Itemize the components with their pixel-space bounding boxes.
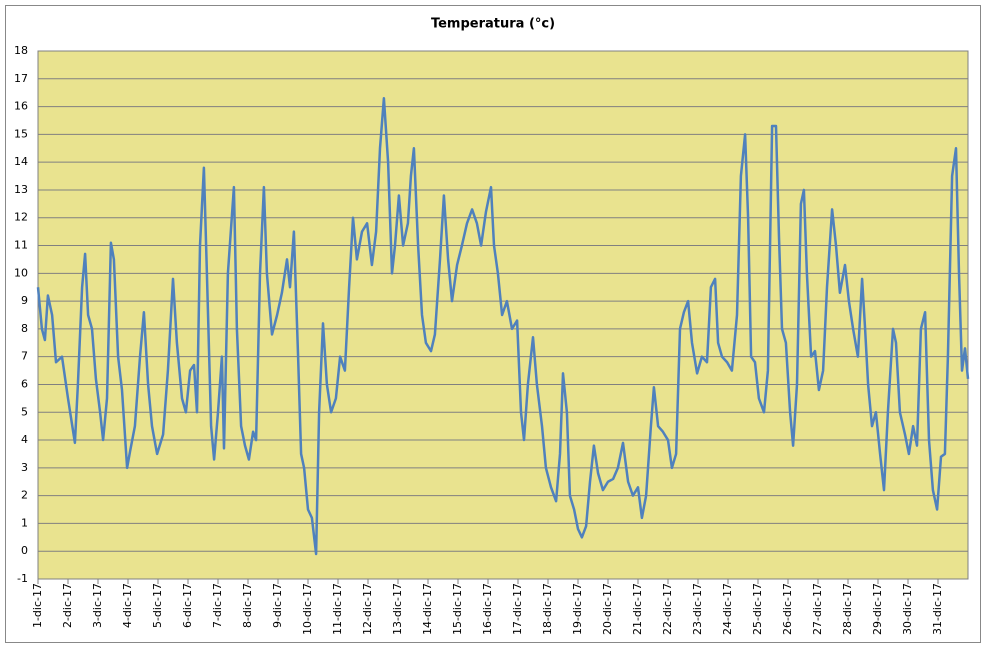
x-tick-label: 1-dic-17 xyxy=(31,583,44,628)
x-tick-label: 16-dic-17 xyxy=(481,583,494,635)
x-tick-label: 28-dic-17 xyxy=(841,583,854,635)
x-tick-label: 11-dic-17 xyxy=(331,583,344,635)
x-tick-label: 8-dic-17 xyxy=(241,583,254,628)
x-tick-label: 5-dic-17 xyxy=(151,583,164,628)
x-tick-label: 9-dic-17 xyxy=(271,583,284,628)
chart-title: Temperatura (°c) xyxy=(431,17,555,32)
x-tick-label: 25-dic-17 xyxy=(751,583,764,635)
x-tick-label: 20-dic-17 xyxy=(601,583,614,635)
y-tick-label: 12 xyxy=(14,211,28,224)
y-tick-label: 0 xyxy=(21,544,28,557)
y-tick-label: 15 xyxy=(14,127,28,140)
series-line xyxy=(36,96,970,556)
x-tick-label: 22-dic-17 xyxy=(661,583,674,635)
y-tick-label: 9 xyxy=(21,294,28,307)
x-tick-label: 26-dic-17 xyxy=(781,583,794,635)
x-tick-label: 15-dic-17 xyxy=(451,583,464,635)
y-tick-label: 5 xyxy=(21,405,28,418)
y-tick-label: -1 xyxy=(17,572,28,585)
x-tick-label: 27-dic-17 xyxy=(811,583,824,635)
x-tick-label: 19-dic-17 xyxy=(571,583,584,635)
y-tick-label: 2 xyxy=(21,489,28,502)
x-tick-label: 29-dic-17 xyxy=(871,583,884,635)
x-tick-label: 21-dic-17 xyxy=(631,583,644,635)
y-tick-label: 13 xyxy=(14,183,28,196)
x-tick-label: 13-dic-17 xyxy=(391,583,404,635)
y-tick-label: 4 xyxy=(21,433,28,446)
y-tick-label: 11 xyxy=(14,239,28,252)
x-tick-label: 30-dic-17 xyxy=(901,583,914,635)
y-tick-label: 18 xyxy=(14,44,28,57)
y-tick-label: 7 xyxy=(21,350,28,363)
y-tick-label: 10 xyxy=(14,266,28,279)
x-tick-label: 14-dic-17 xyxy=(421,583,434,635)
x-tick-label: 24-dic-17 xyxy=(721,583,734,635)
x-tick-label: 10-dic-17 xyxy=(301,583,314,635)
x-tick-label: 18-dic-17 xyxy=(541,583,554,635)
x-tick-label: 3-dic-17 xyxy=(91,583,104,628)
x-tick-label: 2-dic-17 xyxy=(61,583,74,628)
x-tick-label: 31-dic-17 xyxy=(931,583,944,635)
x-tick-label: 6-dic-17 xyxy=(181,583,194,628)
y-tick-label: 14 xyxy=(14,155,28,168)
y-tick-label: 1 xyxy=(21,516,28,529)
x-tick-label: 17-dic-17 xyxy=(511,583,524,635)
y-tick-label: 3 xyxy=(21,461,28,474)
x-tick-label: 4-dic-17 xyxy=(121,583,134,628)
y-tick-label: 8 xyxy=(21,322,28,335)
y-tick-label: 6 xyxy=(21,377,28,390)
x-tick-label: 23-dic-17 xyxy=(691,583,704,635)
x-tick-label: 7-dic-17 xyxy=(211,583,224,628)
y-tick-label: 16 xyxy=(14,100,28,113)
y-tick-label: 17 xyxy=(14,72,28,85)
x-tick-label: 12-dic-17 xyxy=(361,583,374,635)
